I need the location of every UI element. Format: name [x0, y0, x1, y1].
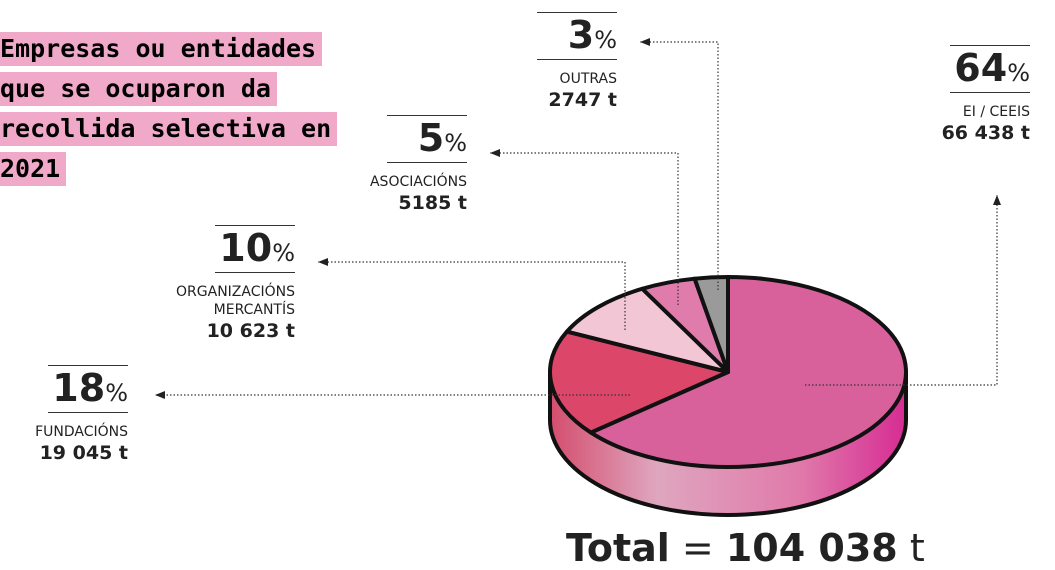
arrow-head: [155, 391, 165, 399]
title-line: 2021: [0, 152, 66, 186]
percent: 5%: [387, 115, 467, 163]
total: Total = 104 038 t: [566, 526, 925, 570]
leader-line: [640, 42, 718, 290]
category-name: ORGANIZACIÓNS MERCANTÍS: [125, 283, 295, 319]
percent-sign: %: [594, 26, 617, 54]
percent: 3%: [537, 12, 617, 60]
total-label: Total: [566, 526, 670, 570]
category-name: ASOCIACIÓNS: [297, 173, 467, 191]
percent-value: 5: [418, 116, 444, 160]
tonnes: 19 045 t: [0, 441, 128, 465]
percent-sign: %: [105, 379, 128, 407]
total-value: 104 038: [726, 526, 898, 570]
category-name: OUTRAS: [447, 70, 617, 88]
category-name: EI / CEEIS: [860, 103, 1030, 121]
title-line: que se ocuparon da: [0, 72, 277, 106]
arrow-head: [993, 195, 1001, 205]
arrow-head: [318, 258, 328, 266]
title-line: Empresas ou entidades: [0, 32, 322, 66]
total-unit: t: [910, 526, 925, 570]
title: Empresas ou entidades que se ocuparon da r…: [0, 30, 337, 190]
percent: 10%: [215, 225, 295, 273]
tonnes: 2747 t: [447, 88, 617, 112]
title-line: recollida selectiva en: [0, 112, 337, 146]
page: Empresas ou entidades que se ocuparon da r…: [0, 0, 1055, 566]
percent-sign: %: [444, 129, 467, 157]
total-equals: =: [682, 526, 714, 570]
percent-value: 3: [568, 13, 594, 57]
category-name: FUNDACIÓNS: [0, 423, 128, 441]
arrow-head: [640, 38, 650, 46]
tonnes: 10 623 t: [125, 319, 295, 343]
percent-value: 18: [52, 366, 105, 410]
percent-sign: %: [1007, 59, 1030, 87]
percent: 18%: [48, 365, 128, 413]
percent-value: 10: [219, 226, 272, 270]
tonnes: 5185 t: [297, 191, 467, 215]
percent-value: 64: [954, 46, 1007, 90]
tonnes: 66 438 t: [860, 121, 1030, 145]
arrow-head: [490, 149, 500, 157]
percent-sign: %: [272, 239, 295, 267]
percent: 64%: [950, 45, 1030, 93]
leader-line: [490, 153, 678, 305]
